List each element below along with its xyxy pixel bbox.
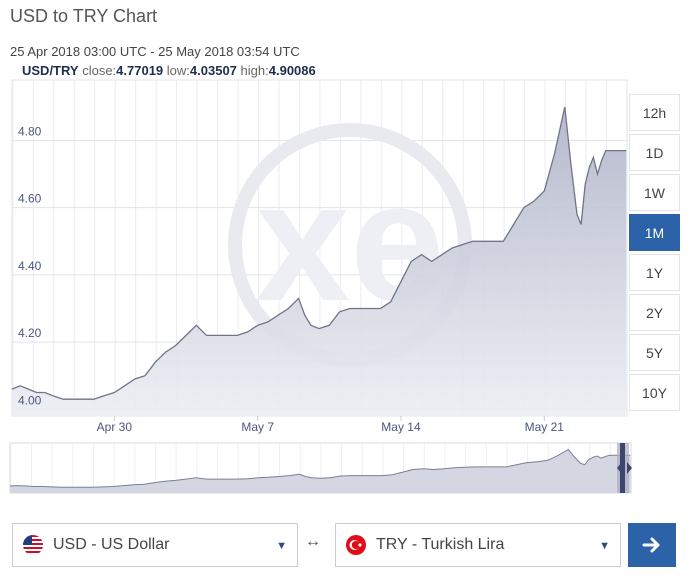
navigator-left-handle-icon[interactable] <box>617 462 622 474</box>
high-label: high: <box>240 63 269 78</box>
range-button-1y[interactable]: 1Y <box>629 254 680 291</box>
convert-go-button[interactable] <box>628 523 676 567</box>
y-tick-label: 4.60 <box>18 192 42 206</box>
range-button-5y[interactable]: 5Y <box>629 334 680 371</box>
navigator-right-handle-icon[interactable] <box>627 462 632 474</box>
range-button-10y[interactable]: 10Y <box>629 374 680 411</box>
from-currency-select[interactable]: USD - US Dollar ▼ <box>12 523 298 567</box>
close-label: close: <box>82 63 117 78</box>
turkey-flag-icon <box>346 535 366 555</box>
chart-summary: 25 Apr 2018 03:00 UTC - 25 May 2018 03:5… <box>10 42 370 80</box>
low-label: low: <box>166 63 190 78</box>
range-button-1d[interactable]: 1D <box>629 134 680 171</box>
high-value: 4.90086 <box>268 63 316 78</box>
range-button-2y[interactable]: 2Y <box>629 294 680 331</box>
y-tick-label: 4.20 <box>18 326 42 340</box>
range-button-1w[interactable]: 1W <box>629 174 680 211</box>
navigator-handle[interactable] <box>620 443 625 493</box>
x-tick-label: May 7 <box>241 420 274 434</box>
page-title: USD to TRY Chart <box>10 6 158 26</box>
low-value: 4.03507 <box>189 63 237 78</box>
y-tick-label: 4.40 <box>18 259 42 273</box>
x-tick-label: Apr 30 <box>97 420 133 434</box>
chevron-down-icon: ▼ <box>599 540 610 552</box>
close-value: 4.77019 <box>116 63 164 78</box>
series-area <box>12 106 627 417</box>
navigator-line <box>9 448 631 488</box>
to-currency-select[interactable]: TRY - Turkish Lira ▼ <box>335 523 621 567</box>
date-range: 25 Apr 2018 03:00 UTC - 25 May 2018 03:5… <box>10 44 300 59</box>
navigator-area <box>10 449 631 493</box>
series-line <box>11 106 627 400</box>
x-tick-label: May 21 <box>525 420 565 434</box>
arrow-right-icon <box>642 537 660 553</box>
chevron-down-icon: ▼ <box>276 540 287 552</box>
us-flag-icon <box>23 535 43 555</box>
from-currency-label: USD - US Dollar <box>53 536 170 553</box>
y-tick-label: 4.80 <box>18 124 42 138</box>
range-button-12h[interactable]: 12h <box>629 94 680 131</box>
swap-currencies-button[interactable]: ↔ <box>305 533 321 550</box>
x-tick-label: May 14 <box>381 420 421 434</box>
range-button-1m[interactable]: 1M <box>629 214 680 251</box>
y-tick-label: 4.00 <box>18 393 42 407</box>
currency-pair: USD/TRY <box>22 63 79 78</box>
to-currency-label: TRY - Turkish Lira <box>376 536 505 553</box>
